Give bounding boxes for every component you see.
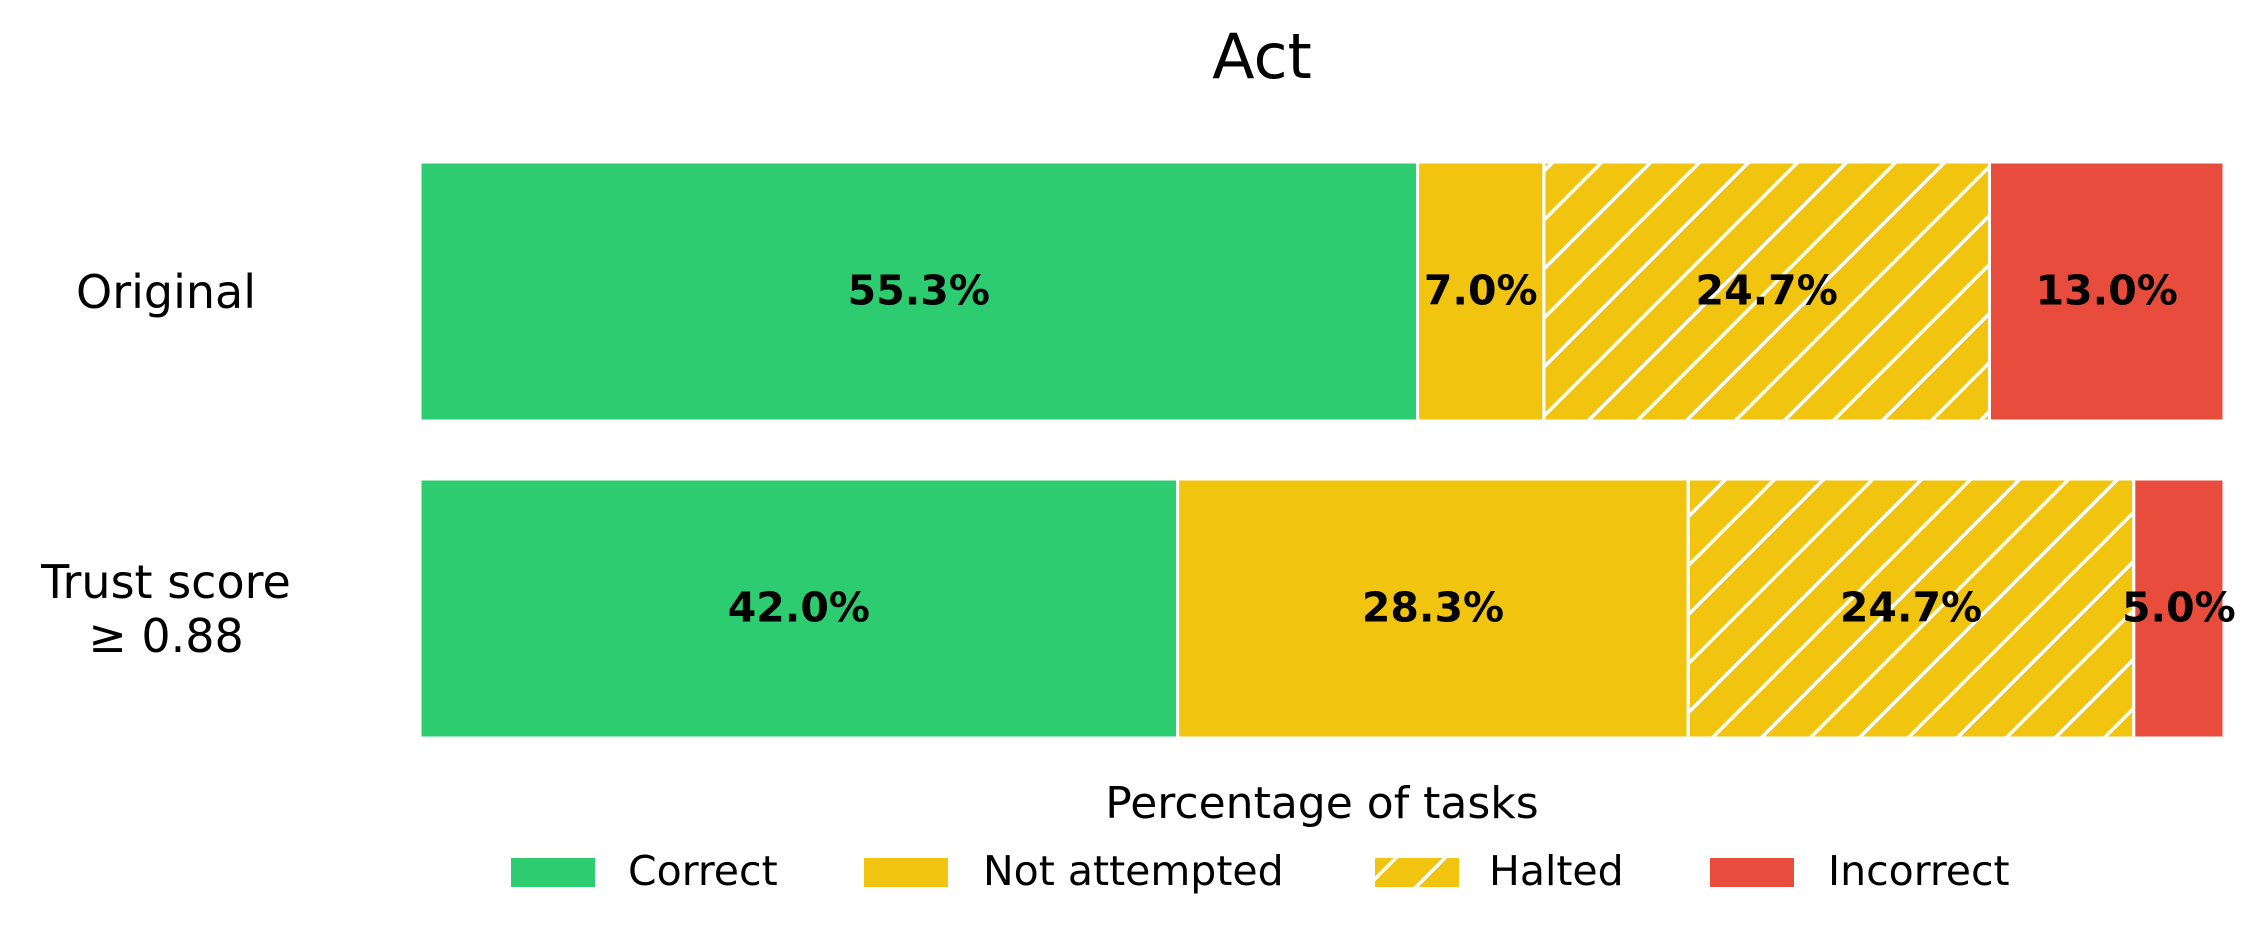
legend-label: Incorrect <box>1828 847 2010 895</box>
value-label: 42.0% <box>728 584 870 632</box>
bar-segment <box>1176 477 1690 740</box>
bar-segment <box>1987 160 2226 423</box>
value-label: 24.7% <box>1840 584 1982 632</box>
bar-segment <box>1416 160 1546 423</box>
legend-label: Halted <box>1489 847 1624 895</box>
legend-label: Correct <box>628 847 778 895</box>
bar-segment <box>2132 477 2226 740</box>
bar-segment <box>418 160 1420 423</box>
bar-segment <box>418 477 1180 740</box>
legend-swatch <box>511 858 595 887</box>
chart-title: Act <box>1212 20 1312 93</box>
legend-hatch <box>1375 858 1459 887</box>
value-label: 5.0% <box>2122 584 2236 632</box>
legend-swatch <box>1710 858 1794 887</box>
value-label: 7.0% <box>1424 267 1538 315</box>
value-label: 28.3% <box>1362 584 1504 632</box>
legend-label: Not attempted <box>983 847 1284 895</box>
value-label: 24.7% <box>1696 267 1838 315</box>
value-label: 55.3% <box>848 267 990 315</box>
legend-swatch <box>864 858 948 887</box>
x-axis-label: Percentage of tasks <box>1105 778 1538 829</box>
hatch-overlay <box>1542 160 1991 423</box>
y-tick-label: Trust score ≥ 0.88 <box>41 554 291 663</box>
value-label: 13.0% <box>2036 267 2178 315</box>
y-tick-label: Original <box>75 264 256 319</box>
hatch-overlay <box>1686 477 2136 740</box>
